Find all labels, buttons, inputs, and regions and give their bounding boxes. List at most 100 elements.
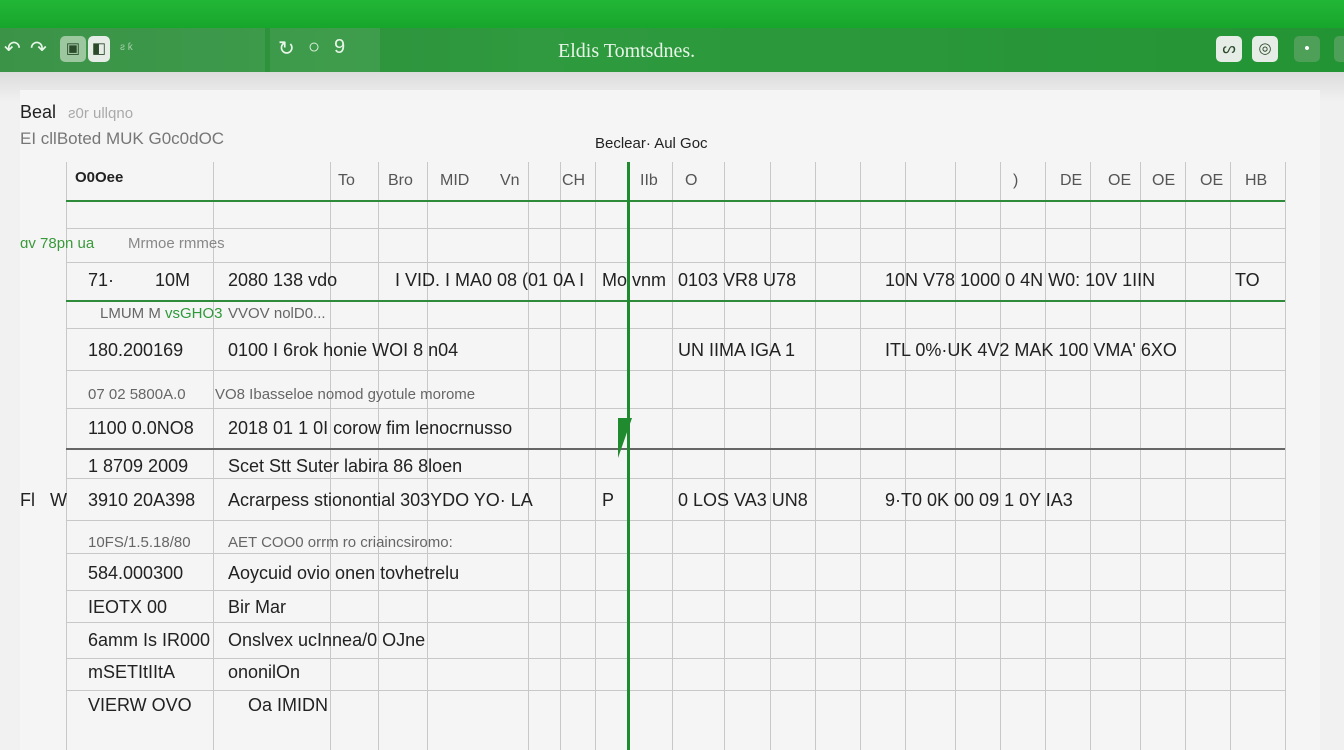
column-header[interactable]: IIb [640,172,658,189]
cell[interactable]: Aoycuid ovio onen tovhetrelu [228,563,460,583]
cell[interactable]: 1 8709 2009 [88,456,189,476]
column-header[interactable]: CH [562,172,586,189]
cell[interactable]: 10FS/1.5.18/80 [88,534,191,551]
grid-column-line [66,162,67,750]
toolbar-group-mid [270,28,380,72]
column-header[interactable]: Bro [388,172,413,189]
grid-column-line [1140,162,1141,750]
cell[interactable]: I VID. I MA0 08 (01 0A I [395,270,585,290]
column-header[interactable]: ) [1013,172,1019,189]
cell[interactable]: 0103 VR8 U78 [678,270,797,290]
cell[interactable]: 3910 20A398 [88,490,196,510]
grid-column-line [330,162,331,750]
grid-row-line [66,300,1285,302]
cell[interactable]: VIERW OVO [88,695,192,715]
cell[interactable]: 2080 138 vdo [228,270,338,290]
column-header[interactable]: OE [1152,172,1176,189]
cell[interactable]: Onslvex ucInnea/0 OJne [228,630,426,650]
grid-row-line [66,328,1285,329]
cell[interactable]: 0 LOS VA3 UN8 [678,490,808,510]
refresh-icon[interactable]: ↻ [278,38,295,60]
formula-label: Beclear· Aul Goc [595,135,708,152]
cell[interactable]: Bir Mar [228,597,286,617]
title-bar-strip [0,0,1344,28]
ribbon-icon[interactable]: ᔕ [1216,36,1242,62]
column-header[interactable]: DE [1060,172,1083,189]
column-header[interactable]: HB [1245,172,1268,189]
minimize-icon[interactable]: • [1294,36,1320,62]
row-indicator[interactable]: Fl [20,490,35,510]
cell[interactable]: AET COO0 orrm ro criaincsiromo: [228,534,453,551]
grid-row-line [66,200,1285,202]
cell[interactable]: vsGHO3 [165,305,223,322]
cell[interactable]: 9·T0 0K 00 09 1 0Y IA3 [885,490,1073,510]
toolbar-group-left [0,28,265,72]
cell[interactable]: 180.200169 [88,340,184,360]
grid-row-line [66,590,1285,591]
cell[interactable]: VVOV nolD0... [228,305,326,322]
grid-column-line [770,162,771,750]
cell[interactable]: Oa IMIDN [248,695,329,715]
cell[interactable]: IEOTX 00 [88,597,168,617]
cell[interactable]: 71· [88,270,115,290]
row-indicator[interactable]: W [50,490,67,510]
doc-sublabel: ƨ0r ullqno [68,105,134,122]
help-icon[interactable]: 9 [334,36,346,58]
grid-row-line [66,690,1285,691]
cell[interactable]: Scet Stt Suter labira 86 8loen [228,456,463,476]
formula-name-box[interactable]: EI cllBoted MUK G0c0dOC [20,129,225,148]
print-icon[interactable]: ◧ [88,36,110,62]
undo-icon[interactable]: ↶ [4,38,21,60]
grid-column-line [378,162,379,750]
grid-column-line [528,162,529,750]
grid-column-line [213,162,214,750]
grid-row-line [66,520,1285,521]
cell[interactable]: 584.000300 [88,563,184,583]
grid-column-line [1000,162,1001,750]
cell[interactable]: 1100 0.0NO8 [88,418,194,438]
column-header[interactable]: OE [1200,172,1224,189]
grid-row-line [66,658,1285,659]
grid-column-line [724,162,725,750]
column-header[interactable]: To [338,172,355,189]
cell[interactable]: 10M [155,270,191,290]
grid-column-line [1285,162,1286,750]
toolbar-label: ƨ ƙ [120,42,133,53]
search-icon[interactable]: ○ [308,36,321,58]
column-header[interactable]: MID [440,172,470,189]
grid-column-line [815,162,816,750]
grid-column-line [905,162,906,750]
save-icon[interactable]: ▣ [60,36,86,62]
cell[interactable]: ononilOn [228,662,301,682]
grid-column-line [595,162,596,750]
cell[interactable]: 6amm Is IR000 [88,630,211,650]
cell[interactable]: mSETItIItA [88,662,176,682]
cell[interactable]: Acrarpess stionontial 303YDO YO· LA [228,490,533,510]
redo-icon[interactable]: ↷ [30,38,47,60]
cell[interactable]: Mo vnm [602,270,667,290]
section-label-green: ɑv 78pn ua [20,235,95,252]
cell[interactable]: VO8 Ibasseloe nomod gyotule morome [215,386,476,403]
share-icon[interactable]: ◎ [1252,36,1278,62]
grid-column-line [1230,162,1231,750]
cell[interactable]: 07 02 5800A.0 [88,386,186,403]
column-header[interactable]: O [685,172,698,189]
column-header-first[interactable]: O0Oee [75,169,124,186]
cell[interactable]: LMUM M [100,305,161,322]
column-header[interactable]: Vn [500,172,520,189]
grid-row-line [66,622,1285,623]
grid-column-line [860,162,861,750]
cell[interactable]: 2018 01 1 0I corow fim lenocrnusso [228,418,513,438]
toolbar: ↶ ↷ ▣ ◧ ƨ ƙ ↻ ○ 9 Eldis Tomtsdnes. ᔕ ◎ • [0,28,1344,72]
grid-column-line [1045,162,1046,750]
grid-column-line [672,162,673,750]
close-icon[interactable] [1334,36,1344,62]
cell[interactable]: UN IIMA IGA 1 [678,340,796,360]
cell[interactable]: 10N V78 1000 0 4N W0: 10V 1IIN [885,270,1156,290]
grid-row-line [66,262,1285,263]
cell[interactable]: 0100 I 6rok honie WOI 8 n04 [228,340,459,360]
column-header[interactable]: OE [1108,172,1132,189]
cell[interactable]: ITL 0%·UK 4V2 MAK 100 VMA' 6XO [885,340,1177,360]
cell[interactable]: P [602,490,615,510]
cell[interactable]: TO [1235,270,1260,290]
